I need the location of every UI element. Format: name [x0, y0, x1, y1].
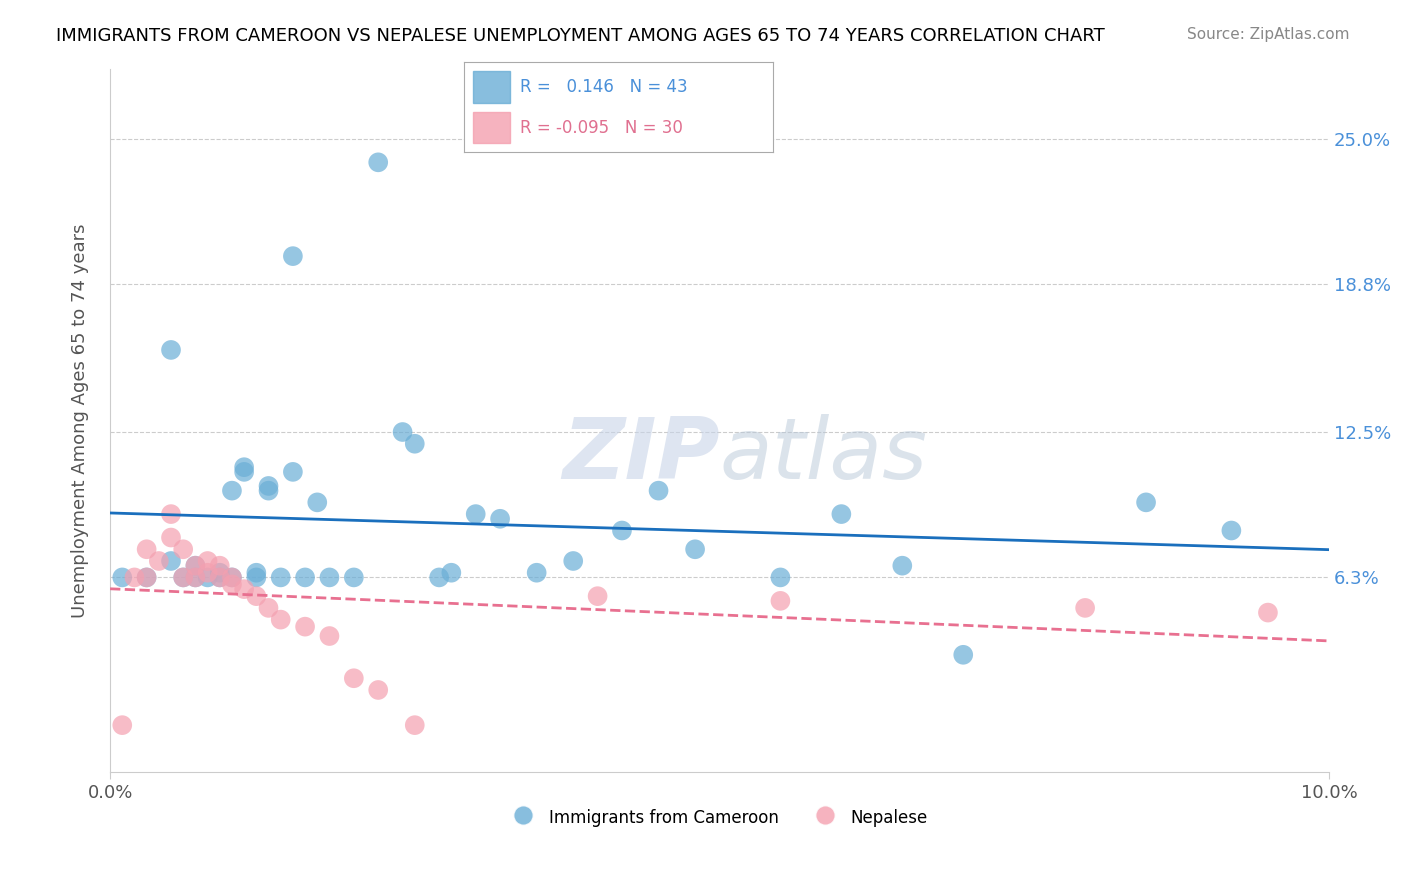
Point: [257, 483, 280, 498]
Text: IMMIGRANTS FROM CAMEROON VS NEPALESE UNEMPLOYMENT AMONG AGES 65 TO 74 YEARS CORR: IMMIGRANTS FROM CAMEROON VS NEPALESE UNE…: [56, 27, 1105, 45]
Point: [769, 570, 792, 584]
Point: [197, 566, 219, 580]
Point: [221, 570, 243, 584]
Point: [270, 570, 292, 584]
Point: [270, 613, 292, 627]
Text: ZIP: ZIP: [562, 414, 720, 497]
Point: [307, 495, 329, 509]
Point: [343, 671, 366, 685]
Point: [245, 589, 267, 603]
Point: [830, 507, 852, 521]
Point: [172, 570, 194, 584]
Point: [221, 577, 243, 591]
Legend: Immigrants from Cameroon, Nepalese: Immigrants from Cameroon, Nepalese: [505, 800, 935, 834]
Point: [172, 542, 194, 557]
Point: [160, 531, 183, 545]
Point: [197, 554, 219, 568]
Point: [148, 554, 170, 568]
Point: [135, 570, 157, 584]
Point: [160, 507, 183, 521]
Point: [343, 570, 366, 584]
Point: [1074, 600, 1097, 615]
Point: [208, 570, 231, 584]
Point: [318, 629, 340, 643]
Bar: [474, 112, 510, 143]
Point: [281, 465, 304, 479]
Y-axis label: Unemployment Among Ages 65 to 74 years: Unemployment Among Ages 65 to 74 years: [72, 223, 89, 617]
Point: [172, 570, 194, 584]
Bar: [474, 71, 510, 103]
Point: [245, 566, 267, 580]
Point: [769, 594, 792, 608]
Point: [1220, 524, 1243, 538]
Point: [440, 566, 463, 580]
Point: [404, 718, 426, 732]
Point: [233, 460, 256, 475]
Point: [427, 570, 450, 584]
Point: [184, 558, 207, 573]
Point: [221, 483, 243, 498]
Point: [562, 554, 585, 568]
Point: [683, 542, 706, 557]
Point: [257, 600, 280, 615]
Point: [464, 507, 486, 521]
Point: [111, 718, 134, 732]
Point: [647, 483, 669, 498]
Point: [294, 620, 316, 634]
Point: [184, 570, 207, 584]
Point: [197, 570, 219, 584]
Point: [952, 648, 974, 662]
Text: Source: ZipAtlas.com: Source: ZipAtlas.com: [1187, 27, 1350, 42]
Point: [221, 570, 243, 584]
Point: [245, 570, 267, 584]
Text: atlas: atlas: [720, 414, 928, 497]
Point: [294, 570, 316, 584]
Point: [586, 589, 609, 603]
Point: [367, 683, 389, 698]
Point: [208, 570, 231, 584]
Point: [135, 570, 157, 584]
Point: [111, 570, 134, 584]
Point: [318, 570, 340, 584]
Point: [208, 566, 231, 580]
Point: [233, 465, 256, 479]
Point: [184, 558, 207, 573]
Point: [184, 570, 207, 584]
Point: [367, 155, 389, 169]
Point: [891, 558, 914, 573]
Point: [281, 249, 304, 263]
Point: [391, 425, 413, 439]
Point: [404, 436, 426, 450]
Point: [489, 512, 512, 526]
Point: [233, 582, 256, 596]
Point: [1135, 495, 1157, 509]
Text: R =   0.146   N = 43: R = 0.146 N = 43: [520, 78, 688, 96]
Point: [124, 570, 146, 584]
Point: [1257, 606, 1279, 620]
Point: [160, 343, 183, 357]
Text: R = -0.095   N = 30: R = -0.095 N = 30: [520, 119, 682, 136]
Point: [257, 479, 280, 493]
Point: [160, 554, 183, 568]
Point: [208, 558, 231, 573]
Point: [526, 566, 548, 580]
Point: [610, 524, 633, 538]
Point: [135, 542, 157, 557]
